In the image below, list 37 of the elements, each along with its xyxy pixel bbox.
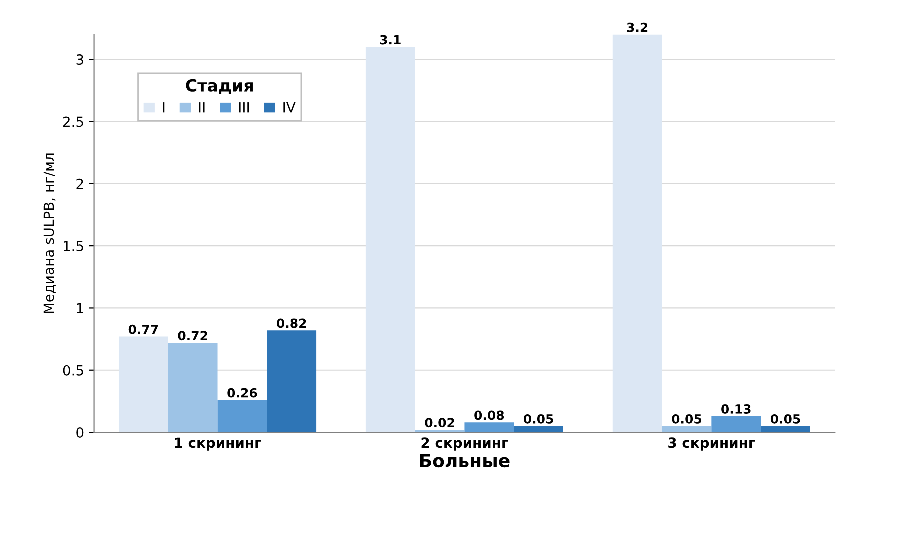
legend-label: I bbox=[163, 102, 165, 113]
y-tick-label: 3 bbox=[76, 54, 84, 66]
data-label: 0.02 bbox=[425, 418, 454, 428]
data-label: 0.13 bbox=[722, 404, 751, 414]
data-label: 0.26 bbox=[228, 388, 258, 398]
y-tick-label: 1.5 bbox=[64, 241, 84, 252]
x-axis-title: Больные bbox=[420, 454, 510, 468]
x-tick-label: 3 скрининг bbox=[668, 438, 756, 451]
data-label: 0.05 bbox=[770, 414, 800, 424]
data-label: 0.05 bbox=[672, 414, 702, 424]
y-tick-label: 1 bbox=[77, 303, 84, 314]
data-label: 0.72 bbox=[178, 331, 208, 341]
y-axis-title: Медиана sULPB, нг/мл bbox=[44, 154, 56, 314]
bar bbox=[118, 336, 168, 433]
bar bbox=[267, 330, 317, 433]
data-label: 0.77 bbox=[128, 324, 158, 334]
data-label: 0.05 bbox=[524, 414, 554, 424]
y-tick-label: 0 bbox=[76, 428, 84, 438]
y-tick-label: 2 bbox=[76, 178, 84, 190]
data-label: 3.2 bbox=[627, 22, 648, 32]
y-tick-label: 0.5 bbox=[63, 365, 84, 376]
x-tick-label: 1 скрининг bbox=[175, 438, 262, 451]
bar bbox=[612, 34, 662, 433]
legend-title: Стадия bbox=[186, 79, 253, 94]
data-label: 0.08 bbox=[474, 410, 504, 420]
bar bbox=[218, 400, 268, 433]
data-label: 3.1 bbox=[380, 35, 401, 45]
data-label: 0.82 bbox=[277, 318, 306, 328]
legend-label: II bbox=[199, 102, 205, 113]
legend-label: IV bbox=[284, 102, 296, 113]
bar bbox=[366, 47, 416, 433]
bar bbox=[712, 416, 762, 433]
legend-label: III bbox=[239, 102, 249, 113]
bar bbox=[464, 422, 514, 433]
bar bbox=[168, 343, 218, 433]
x-tick-label: 2 скрининг bbox=[422, 438, 508, 451]
y-tick-label: 2.5 bbox=[64, 116, 84, 128]
